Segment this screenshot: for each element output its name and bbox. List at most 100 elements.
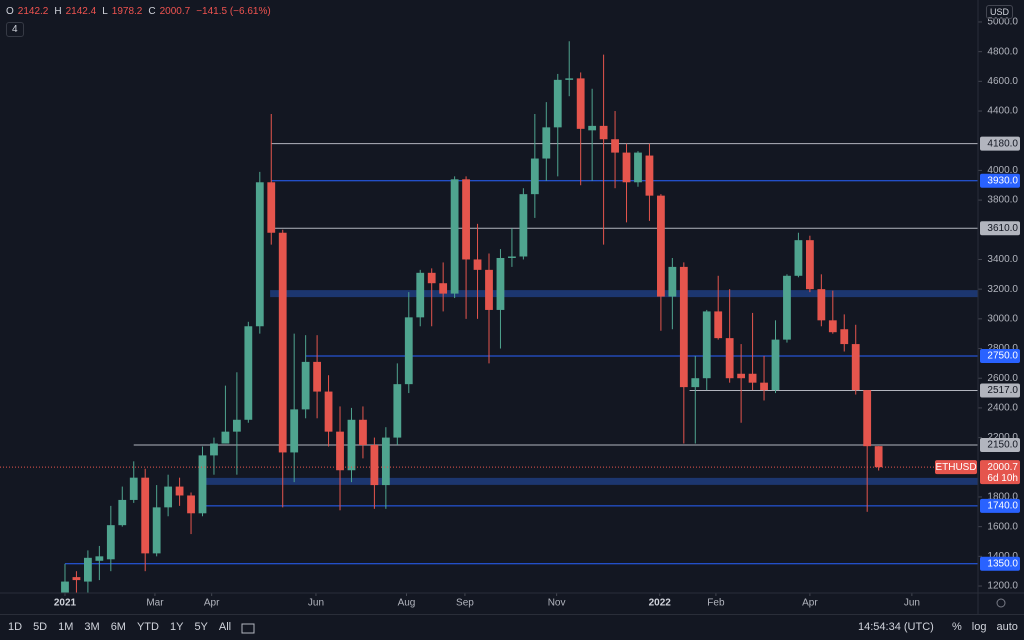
candle-body <box>542 127 551 159</box>
candle-body <box>347 419 356 471</box>
candle-body <box>244 326 253 420</box>
range-button[interactable]: 1D <box>8 621 23 633</box>
candle-body <box>737 373 746 379</box>
ohlc-key: L <box>102 6 108 17</box>
range-button[interactable]: 1Y <box>169 621 184 633</box>
calendar-icon[interactable] <box>241 622 255 634</box>
range-button[interactable]: 5Y <box>194 621 208 633</box>
candle-body <box>599 125 608 140</box>
plot-area <box>0 41 978 593</box>
candle-body <box>381 437 390 486</box>
candle-body <box>106 525 115 560</box>
scale-option[interactable]: % <box>952 621 962 633</box>
candle-body <box>828 320 837 333</box>
level-badge <box>980 348 1020 363</box>
candle-body <box>313 361 321 392</box>
candle-body <box>496 257 505 310</box>
candle-body <box>141 477 150 554</box>
y-tick-label: 1400.0 <box>987 551 1018 562</box>
candle-body <box>508 256 516 258</box>
y-tick-label: 1800.0 <box>987 492 1018 503</box>
candle-body <box>576 78 585 129</box>
x-tick-label: 2022 <box>649 598 672 609</box>
candle-body <box>187 495 195 514</box>
candle-body <box>129 477 138 500</box>
candle-body <box>771 339 780 391</box>
ohlc-header: O 2142.2 H 2142.4 L 1978.2 C 2000.7 −141.5 (−6.6… <box>6 6 273 17</box>
level-badge <box>980 173 1020 188</box>
candle-body <box>404 317 413 385</box>
candle-body <box>805 240 814 290</box>
candle-body <box>473 259 482 270</box>
ohlc-key: O <box>6 6 14 17</box>
candle-body <box>255 182 264 327</box>
candle-body <box>278 232 287 453</box>
candle-body <box>588 125 597 131</box>
ohlc-value: 2142.2 <box>17 6 49 17</box>
y-tick-label: 1600.0 <box>987 521 1018 532</box>
x-tick-label: Apr <box>204 598 220 609</box>
candle-body <box>863 390 872 447</box>
ohlc-value: 1978.2 <box>111 6 143 17</box>
candle-body <box>657 195 665 297</box>
scale-options: % log auto <box>952 621 1018 633</box>
scale-option[interactable]: log <box>971 621 987 633</box>
ohlc-key: H <box>54 6 62 17</box>
candle-body <box>450 179 459 294</box>
candle-body <box>232 419 241 432</box>
candle-body <box>611 139 619 153</box>
scale-option[interactable]: auto <box>996 621 1018 633</box>
candle-body <box>702 311 711 379</box>
candle-body <box>530 158 539 195</box>
y-tick-label: 2800.0 <box>987 343 1018 354</box>
level-badge <box>980 498 1020 513</box>
candle-body <box>198 455 207 514</box>
x-tick-label: Jun <box>308 598 324 609</box>
x-tick-label: Nov <box>548 598 566 609</box>
candle-body <box>61 581 69 593</box>
y-tick-label: 4600.0 <box>987 76 1018 87</box>
candle-body <box>840 329 849 345</box>
x-tick-label: Jun <box>904 598 920 609</box>
level-label: 2150.0 <box>987 440 1018 451</box>
range-button[interactable]: 3M <box>84 621 100 633</box>
level-badge <box>980 556 1020 571</box>
range-button[interactable]: 6M <box>110 621 126 633</box>
level-badge <box>980 438 1020 453</box>
bottom-toolbar: 1D 5D 1M 3M 6M YTD 1Y 5Y All 14:54:34 (UTC) % log… <box>0 614 1024 640</box>
ohlc-value: 2000.7 <box>159 6 191 17</box>
level-label: 3610.0 <box>987 223 1018 234</box>
chart: 1200.0 1400.0 1600.0 1800.0 2200.0 2400.0 2600… <box>0 0 1024 614</box>
candle-body <box>359 419 367 446</box>
y-tick-label: 3200.0 <box>987 284 1018 295</box>
range-button[interactable]: 5D <box>33 621 48 633</box>
price-badge <box>980 460 1020 485</box>
candle-body <box>95 556 104 561</box>
axes: 1200.0 1400.0 1600.0 1800.0 2200.0 2400.0 2600… <box>54 17 1020 609</box>
y-tick-label: 3800.0 <box>987 195 1018 206</box>
currency-button[interactable]: USD <box>986 5 1014 19</box>
y-tick-label: 4400.0 <box>987 106 1018 117</box>
y-tick-label: 5000.0 <box>987 17 1018 28</box>
candle-body <box>565 78 574 80</box>
y-tick-label: 2600.0 <box>987 373 1018 384</box>
candle-body <box>462 179 470 260</box>
candle-body <box>370 445 379 486</box>
indicator-toggle[interactable]: 4 <box>6 22 24 37</box>
level-label: 1350.0 <box>987 558 1018 569</box>
candle-body <box>553 79 562 128</box>
y-tick-label: 4800.0 <box>987 46 1018 57</box>
candle-body <box>324 391 333 432</box>
x-tick-label: Apr <box>802 598 818 609</box>
candle-body <box>714 311 723 339</box>
change: −141.5 (−6.61%) <box>196 6 271 17</box>
settings-icon[interactable] <box>996 598 1006 608</box>
candle-body <box>851 344 860 391</box>
range-button[interactable]: YTD <box>136 621 159 633</box>
y-tick-label: 1200.0 <box>987 581 1018 592</box>
candle-body <box>118 499 127 526</box>
range-button[interactable]: All <box>218 621 232 633</box>
range-button[interactable]: 1M <box>58 621 74 633</box>
x-tick-label: 2021 <box>54 598 77 609</box>
